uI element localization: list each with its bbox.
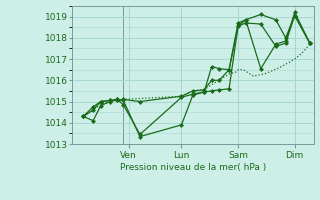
X-axis label: Pression niveau de la mer( hPa ): Pression niveau de la mer( hPa ) bbox=[120, 163, 266, 172]
